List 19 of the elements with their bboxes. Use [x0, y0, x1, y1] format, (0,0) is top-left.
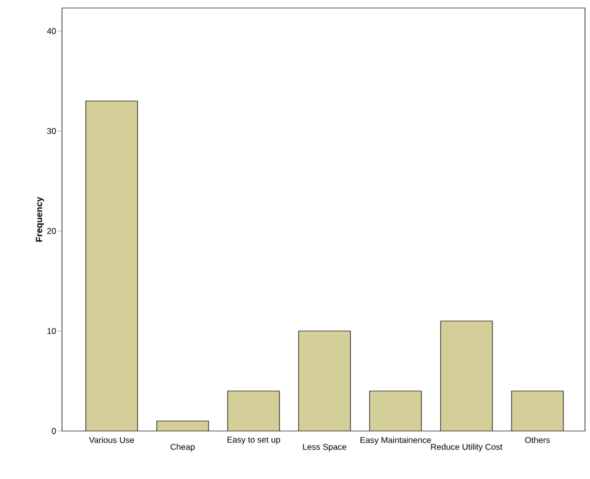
x-tick-label: Easy to set up [227, 436, 280, 444]
y-tick-label: 20 [47, 228, 56, 234]
x-tick-label: Cheap [170, 444, 195, 452]
x-tick-label: Various Use [88, 436, 134, 443]
bar [370, 391, 422, 431]
bar [511, 390, 564, 431]
x-tick-label: Others [525, 436, 550, 443]
bar [440, 321, 492, 431]
y-tick-label: 40 [46, 28, 56, 34]
x-tick-label: Easy Maintainence [360, 436, 431, 445]
y-tick-label: 0 [52, 428, 56, 434]
y-axis-title: Frequency [36, 196, 44, 242]
bar [298, 331, 350, 431]
y-tick-label: 10 [47, 328, 56, 334]
bar [228, 391, 280, 431]
bar [86, 100, 138, 431]
x-tick-label: Reduce Utility Cost [431, 444, 502, 452]
y-tick-label: 30 [47, 128, 56, 134]
x-tick-label: Less Space [303, 444, 346, 452]
